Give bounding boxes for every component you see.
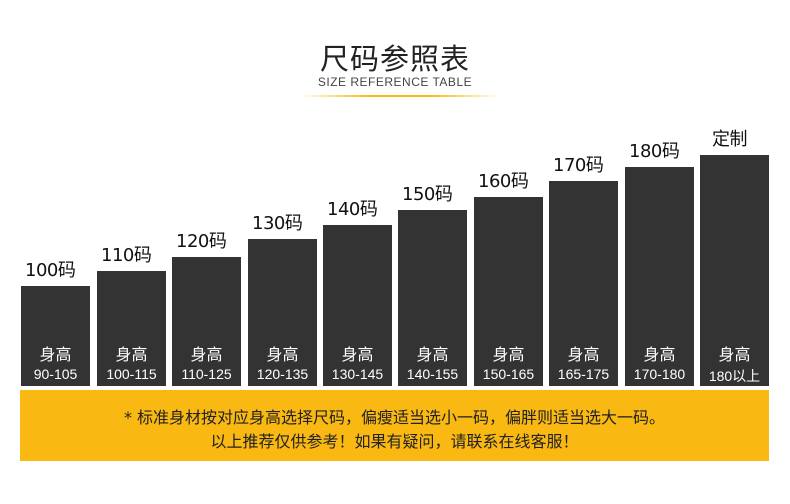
size-bar: 身高 170-180: [625, 167, 694, 386]
size-bar: 身高 150-165: [474, 197, 543, 386]
size-bar: 身高 110-125: [172, 257, 241, 386]
size-label: 110码: [101, 245, 152, 266]
bar-height-range: 90-105: [33, 366, 78, 382]
size-bar: 身高 100-115: [97, 271, 166, 386]
size-bar: 身高 165-175: [549, 181, 618, 386]
size-bar: 身高 90-105: [21, 286, 90, 386]
size-label: 150码: [402, 184, 453, 205]
bar-height-label: 身高: [39, 345, 72, 364]
note-line-2: 以上推荐仅供参考！如果有疑问，请联系在线客服！: [210, 432, 579, 451]
bar-height-range: 100-115: [106, 366, 157, 382]
size-bar: 身高 130-145: [323, 225, 392, 386]
size-label: 130码: [252, 213, 303, 234]
note-box: * 标准身材按对应身高选择尺码，偏瘦适当选小一码，偏胖则适当选大一码。 以上推荐…: [20, 390, 769, 461]
bar-height-range: 165-175: [557, 366, 610, 382]
bar-height-label: 身高: [643, 345, 676, 364]
bar-height-label: 身高: [492, 345, 525, 364]
page-title: 尺码参照表: [319, 42, 470, 76]
size-bar: 身高 140-155: [398, 210, 467, 386]
bar-height-range: 150-165: [482, 366, 535, 382]
bar-height-label: 身高: [190, 345, 223, 364]
size-label: 160码: [478, 171, 529, 192]
size-label: 170码: [553, 155, 604, 176]
bar-height-range: 130-145: [331, 366, 384, 382]
bar-height-range: 110-125: [181, 366, 232, 382]
title-underline: [300, 95, 500, 97]
bar-height-range: 180以上: [708, 368, 761, 384]
bar-height-label: 身高: [266, 345, 299, 364]
bar-height-range: 140-155: [406, 366, 459, 382]
bar-height-label: 身高: [115, 345, 148, 364]
bar-height-label: 身高: [341, 345, 374, 364]
size-bar: 身高 120-135: [248, 239, 317, 386]
bar-height-range: 120-135: [256, 366, 309, 382]
size-label: 180码: [629, 141, 680, 162]
bar-height-label: 身高: [718, 345, 751, 364]
bar-height-range: 170-180: [633, 366, 686, 382]
note-line-1: * 标准身材按对应身高选择尺码，偏瘦适当选小一码，偏胖则适当选大一码。: [123, 408, 666, 427]
size-label: 140码: [327, 199, 378, 220]
size-label: 120码: [176, 231, 227, 252]
size-label: 100码: [25, 260, 76, 281]
size-label: 定制: [712, 129, 748, 150]
size-bar: 身高 180以上: [700, 155, 769, 386]
bar-height-label: 身高: [416, 345, 449, 364]
page-subtitle: SIZE REFERENCE TABLE: [317, 75, 473, 89]
bar-height-label: 身高: [567, 345, 600, 364]
